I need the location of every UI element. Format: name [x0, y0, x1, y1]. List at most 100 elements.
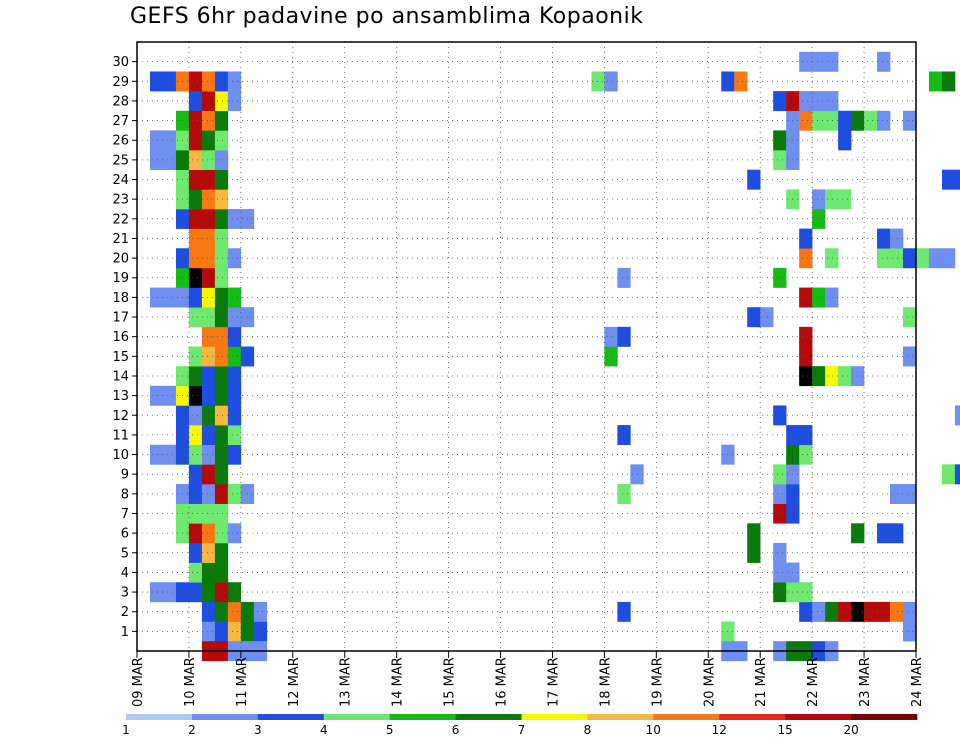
heatmap-cell: [799, 346, 813, 367]
y-tick-label: 11: [112, 428, 129, 443]
heatmap-cell: [214, 346, 229, 367]
y-tick-label: 12: [112, 409, 129, 424]
chart-title: GEFS 6hr padavine po ansamblima Kopaonik: [130, 4, 644, 29]
x-tick-label: 12 MAR: [287, 657, 302, 707]
colorbar-segment: [851, 714, 918, 720]
heatmap-cell: [214, 385, 229, 406]
heatmap-cell: [214, 562, 229, 583]
heatmap-cell: [903, 110, 917, 131]
heatmap-cell: [188, 582, 203, 603]
y-tick-label: 17: [112, 311, 129, 326]
heatmap-cell: [941, 248, 956, 269]
colorbar-label: 8: [584, 723, 592, 737]
heatmap-cell: [149, 385, 164, 406]
heatmap-cell: [227, 208, 242, 229]
heatmap-cell: [812, 189, 826, 210]
heatmap-cell: [188, 287, 203, 308]
colorbar-label: 7: [518, 723, 526, 737]
heatmap-cell: [149, 582, 164, 603]
heatmap-cell: [214, 189, 229, 210]
heatmap-cell: [253, 621, 268, 642]
y-tick-label: 15: [112, 350, 129, 365]
heatmap-cell: [149, 130, 164, 151]
y-tick-label: 27: [112, 114, 129, 129]
heatmap-cell: [825, 189, 839, 210]
y-tick-label: 20: [112, 252, 129, 267]
y-tick-label: 21: [112, 232, 129, 247]
colorbar-label: 6: [452, 723, 460, 737]
heatmap-cell: [903, 248, 917, 269]
y-tick-label: 6: [121, 527, 129, 542]
heatmap-cell: [877, 51, 891, 72]
heatmap-cell: [214, 326, 229, 347]
x-tick-label: 14 MAR: [391, 657, 406, 707]
heatmap-cell: [799, 444, 813, 465]
heatmap-cell: [773, 150, 787, 170]
heatmap-cell: [617, 484, 631, 504]
x-tick-label: 23 MAR: [858, 657, 873, 707]
heatmap-cell: [214, 130, 229, 151]
y-tick-label: 7: [121, 507, 129, 522]
heatmap-cell: [214, 444, 229, 465]
heatmap-cell: [941, 71, 956, 92]
heatmap-cell: [838, 366, 852, 387]
x-tick-label: 21 MAR: [754, 657, 769, 707]
heatmap-cell: [928, 71, 943, 92]
heatmap-cell: [201, 366, 216, 387]
y-tick-label: 18: [112, 291, 129, 306]
x-tick-label: 16 MAR: [495, 657, 510, 707]
heatmap-cell: [928, 248, 943, 269]
heatmap-cell: [773, 484, 787, 504]
heatmap-cell: [877, 523, 891, 544]
heatmap-cell: [903, 621, 917, 642]
heatmap-cell: [162, 130, 177, 151]
heatmap-cell: [825, 51, 839, 72]
heatmap-cell: [773, 267, 787, 288]
heatmap-cell: [812, 51, 826, 72]
heatmap-cell: [214, 228, 229, 249]
heatmap-cell: [591, 71, 605, 92]
y-tick-label: 2: [121, 605, 129, 620]
colorbar-segment: [653, 714, 720, 720]
heatmap-cell: [227, 523, 242, 544]
heatmap-cell: [773, 91, 787, 112]
colorbar-label: 3: [254, 723, 262, 737]
y-tick-label: 28: [112, 94, 129, 109]
heatmap-cell: [812, 287, 826, 308]
colorbar-segment: [389, 714, 456, 720]
heatmap-cell: [812, 366, 826, 387]
heatmap-cell: [227, 248, 242, 269]
heatmap-cell: [201, 385, 216, 406]
heatmap-cell: [227, 405, 242, 426]
x-tick-label: 09 MAR: [131, 657, 146, 707]
heatmap-cell: [188, 405, 203, 426]
heatmap-cell: [214, 523, 229, 544]
x-tick-label: 22 MAR: [806, 657, 821, 707]
heatmap-cell: [201, 523, 216, 544]
colorbar-label: 4: [320, 723, 328, 737]
heatmap-cell: [799, 601, 813, 622]
heatmap-cell: [812, 208, 826, 229]
heatmap-cell: [617, 326, 631, 347]
heatmap-cell: [890, 601, 904, 622]
heatmap-cell: [214, 208, 229, 229]
heatmap-cell: [201, 71, 216, 92]
heatmap-cell: [201, 130, 216, 151]
heatmap-cells: [149, 51, 960, 662]
heatmap-cell: [214, 71, 229, 92]
heatmap-cell: [188, 385, 203, 406]
heatmap-cell: [253, 601, 268, 622]
heatmap-cell: [617, 267, 631, 288]
heatmap-cell: [162, 444, 177, 465]
heatmap-cell: [773, 130, 787, 151]
heatmap-cell: [227, 484, 242, 504]
colorbar-segment: [785, 714, 852, 720]
colorbar-segment: [521, 714, 588, 720]
heatmap-cell: [227, 621, 242, 642]
x-tick-label: 13 MAR: [339, 657, 354, 707]
heatmap-cell: [201, 150, 216, 170]
heatmap-cell: [188, 267, 203, 288]
y-tick-label: 29: [112, 75, 129, 90]
heatmap-cell: [890, 248, 904, 269]
heatmap-cell: [825, 287, 839, 308]
